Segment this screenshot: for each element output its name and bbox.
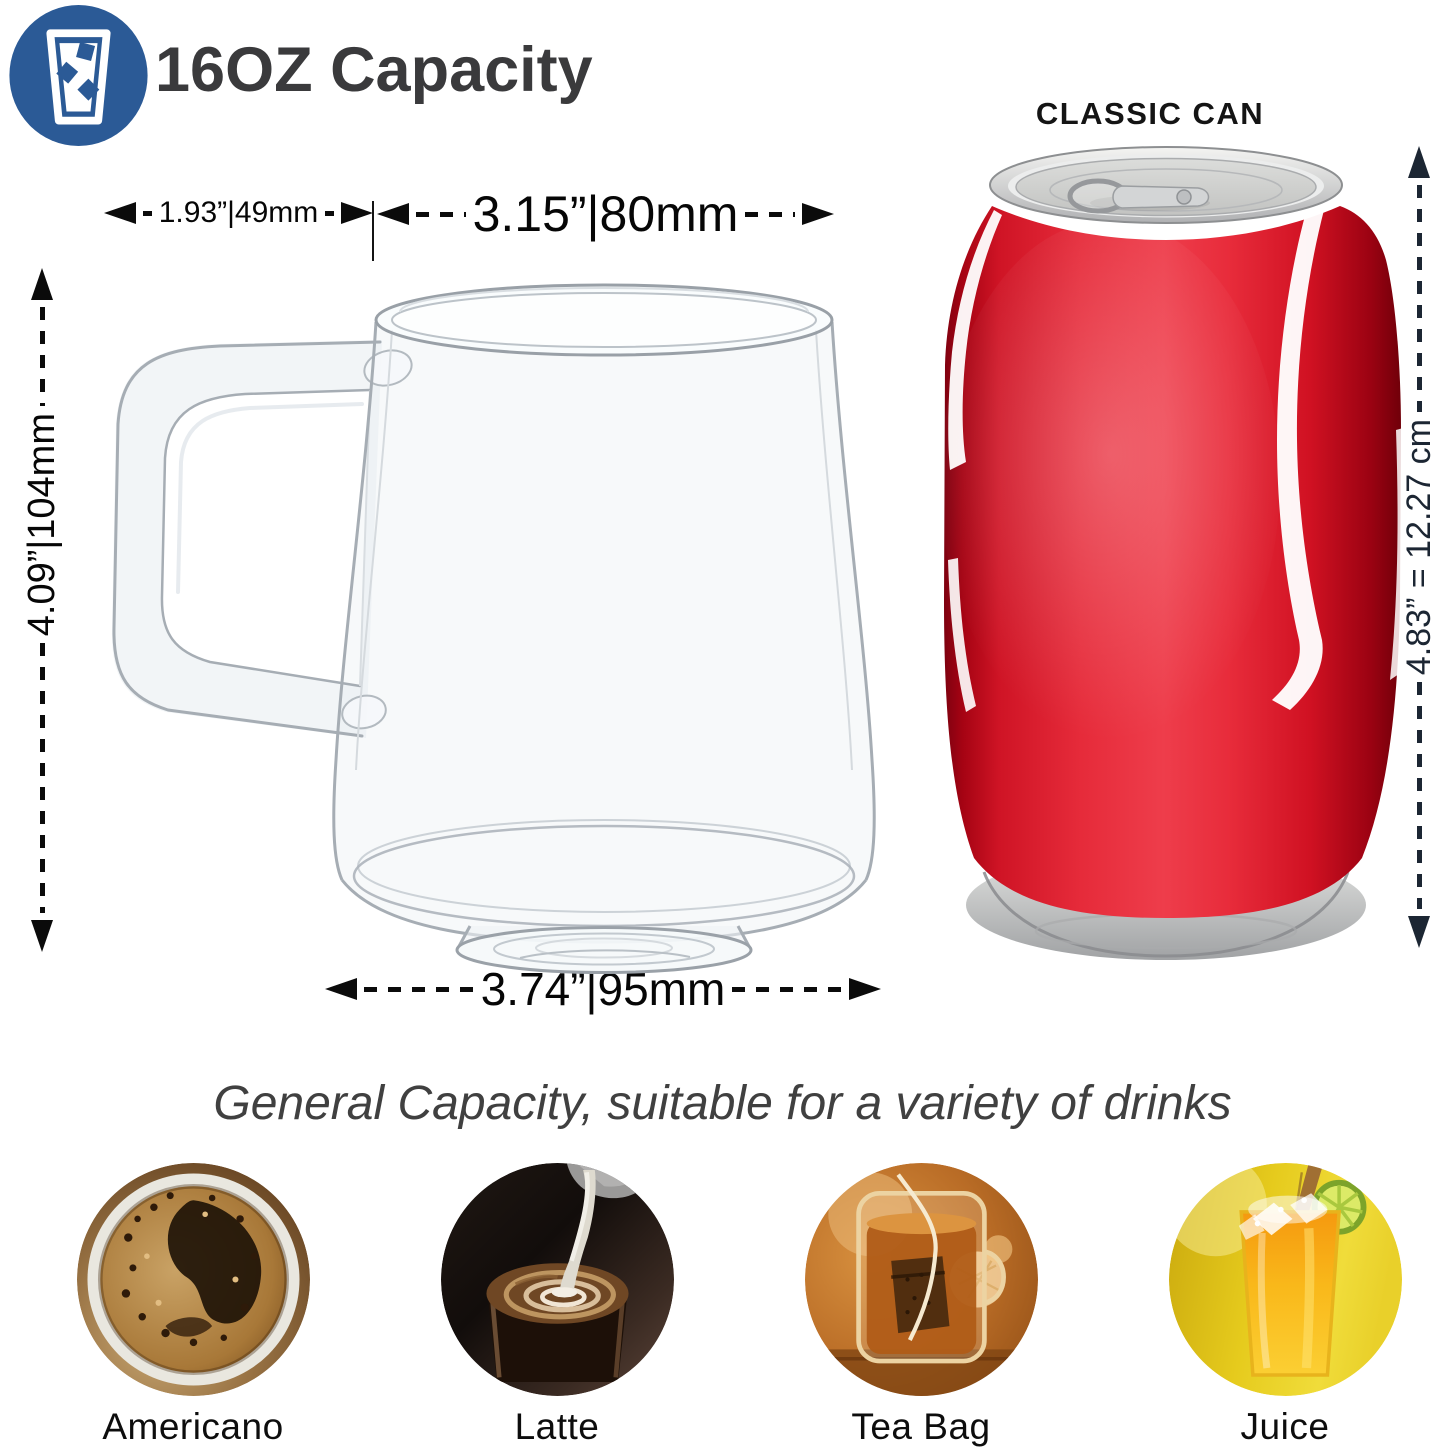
drink-item-americano: Americano <box>63 1163 323 1448</box>
arrow-down-icon <box>31 920 53 952</box>
page-title: 16OZ Capacity <box>155 35 593 105</box>
dash-line <box>745 211 795 217</box>
tagline: General Capacity, suitable for a variety… <box>213 1077 1232 1130</box>
arrow-up-icon <box>1408 146 1430 178</box>
arrow-left-icon <box>377 203 409 225</box>
juice-image <box>1168 1163 1402 1396</box>
dim-handle-width-label: 1.93”|49mm <box>158 196 319 229</box>
dash-line <box>39 307 45 406</box>
dim-mug-height: 4.09”|104mm <box>14 268 70 952</box>
drink-label: Tea Bag <box>851 1406 991 1447</box>
arrow-left-icon <box>104 202 136 224</box>
dash-line <box>39 643 45 913</box>
drink-label: Americano <box>102 1406 284 1447</box>
dash-line <box>143 210 152 216</box>
dim-can-height: 4.83” = 12.27 cm <box>1394 146 1444 949</box>
arrow-right-icon <box>849 978 882 1000</box>
dash-line <box>1416 682 1422 910</box>
arrow-right-icon <box>341 202 373 224</box>
dash-line <box>364 986 474 992</box>
drink-item-latte: Latte <box>427 1163 687 1448</box>
glass-mug-image <box>111 283 876 974</box>
drink-label: Juice <box>1240 1406 1330 1447</box>
dash-line <box>325 210 334 216</box>
dash-line <box>416 211 466 217</box>
dimension-divider-tick <box>372 201 374 261</box>
tea-bag-image <box>804 1163 1038 1396</box>
dim-top-diameter: 3.15”|80mm <box>377 188 834 240</box>
dash-line <box>732 986 843 992</box>
dim-can-height-label: 4.83” = 12.27 cm <box>1400 418 1438 676</box>
drink-label: Latte <box>514 1406 600 1447</box>
drink-item-tea-bag: Tea Bag <box>791 1163 1051 1448</box>
dash-line <box>1416 185 1422 412</box>
latte-image <box>440 1163 674 1396</box>
arrow-left-icon <box>325 978 357 1000</box>
drink-item-juice: Juice <box>1155 1163 1415 1448</box>
dim-handle-width: 1.93”|49mm <box>104 189 373 237</box>
arrow-right-icon <box>802 203 834 225</box>
iced-glass-icon <box>9 5 148 146</box>
arrow-up-icon <box>31 268 53 300</box>
americano-image <box>76 1163 310 1396</box>
classic-can-label: CLASSIC CAN <box>1035 96 1265 131</box>
dim-mug-height-label: 4.09”|104mm <box>21 412 63 637</box>
arrow-down-icon <box>1408 916 1430 949</box>
dim-top-diameter-label: 3.15”|80mm <box>472 186 739 242</box>
classic-can-image <box>940 146 1404 960</box>
